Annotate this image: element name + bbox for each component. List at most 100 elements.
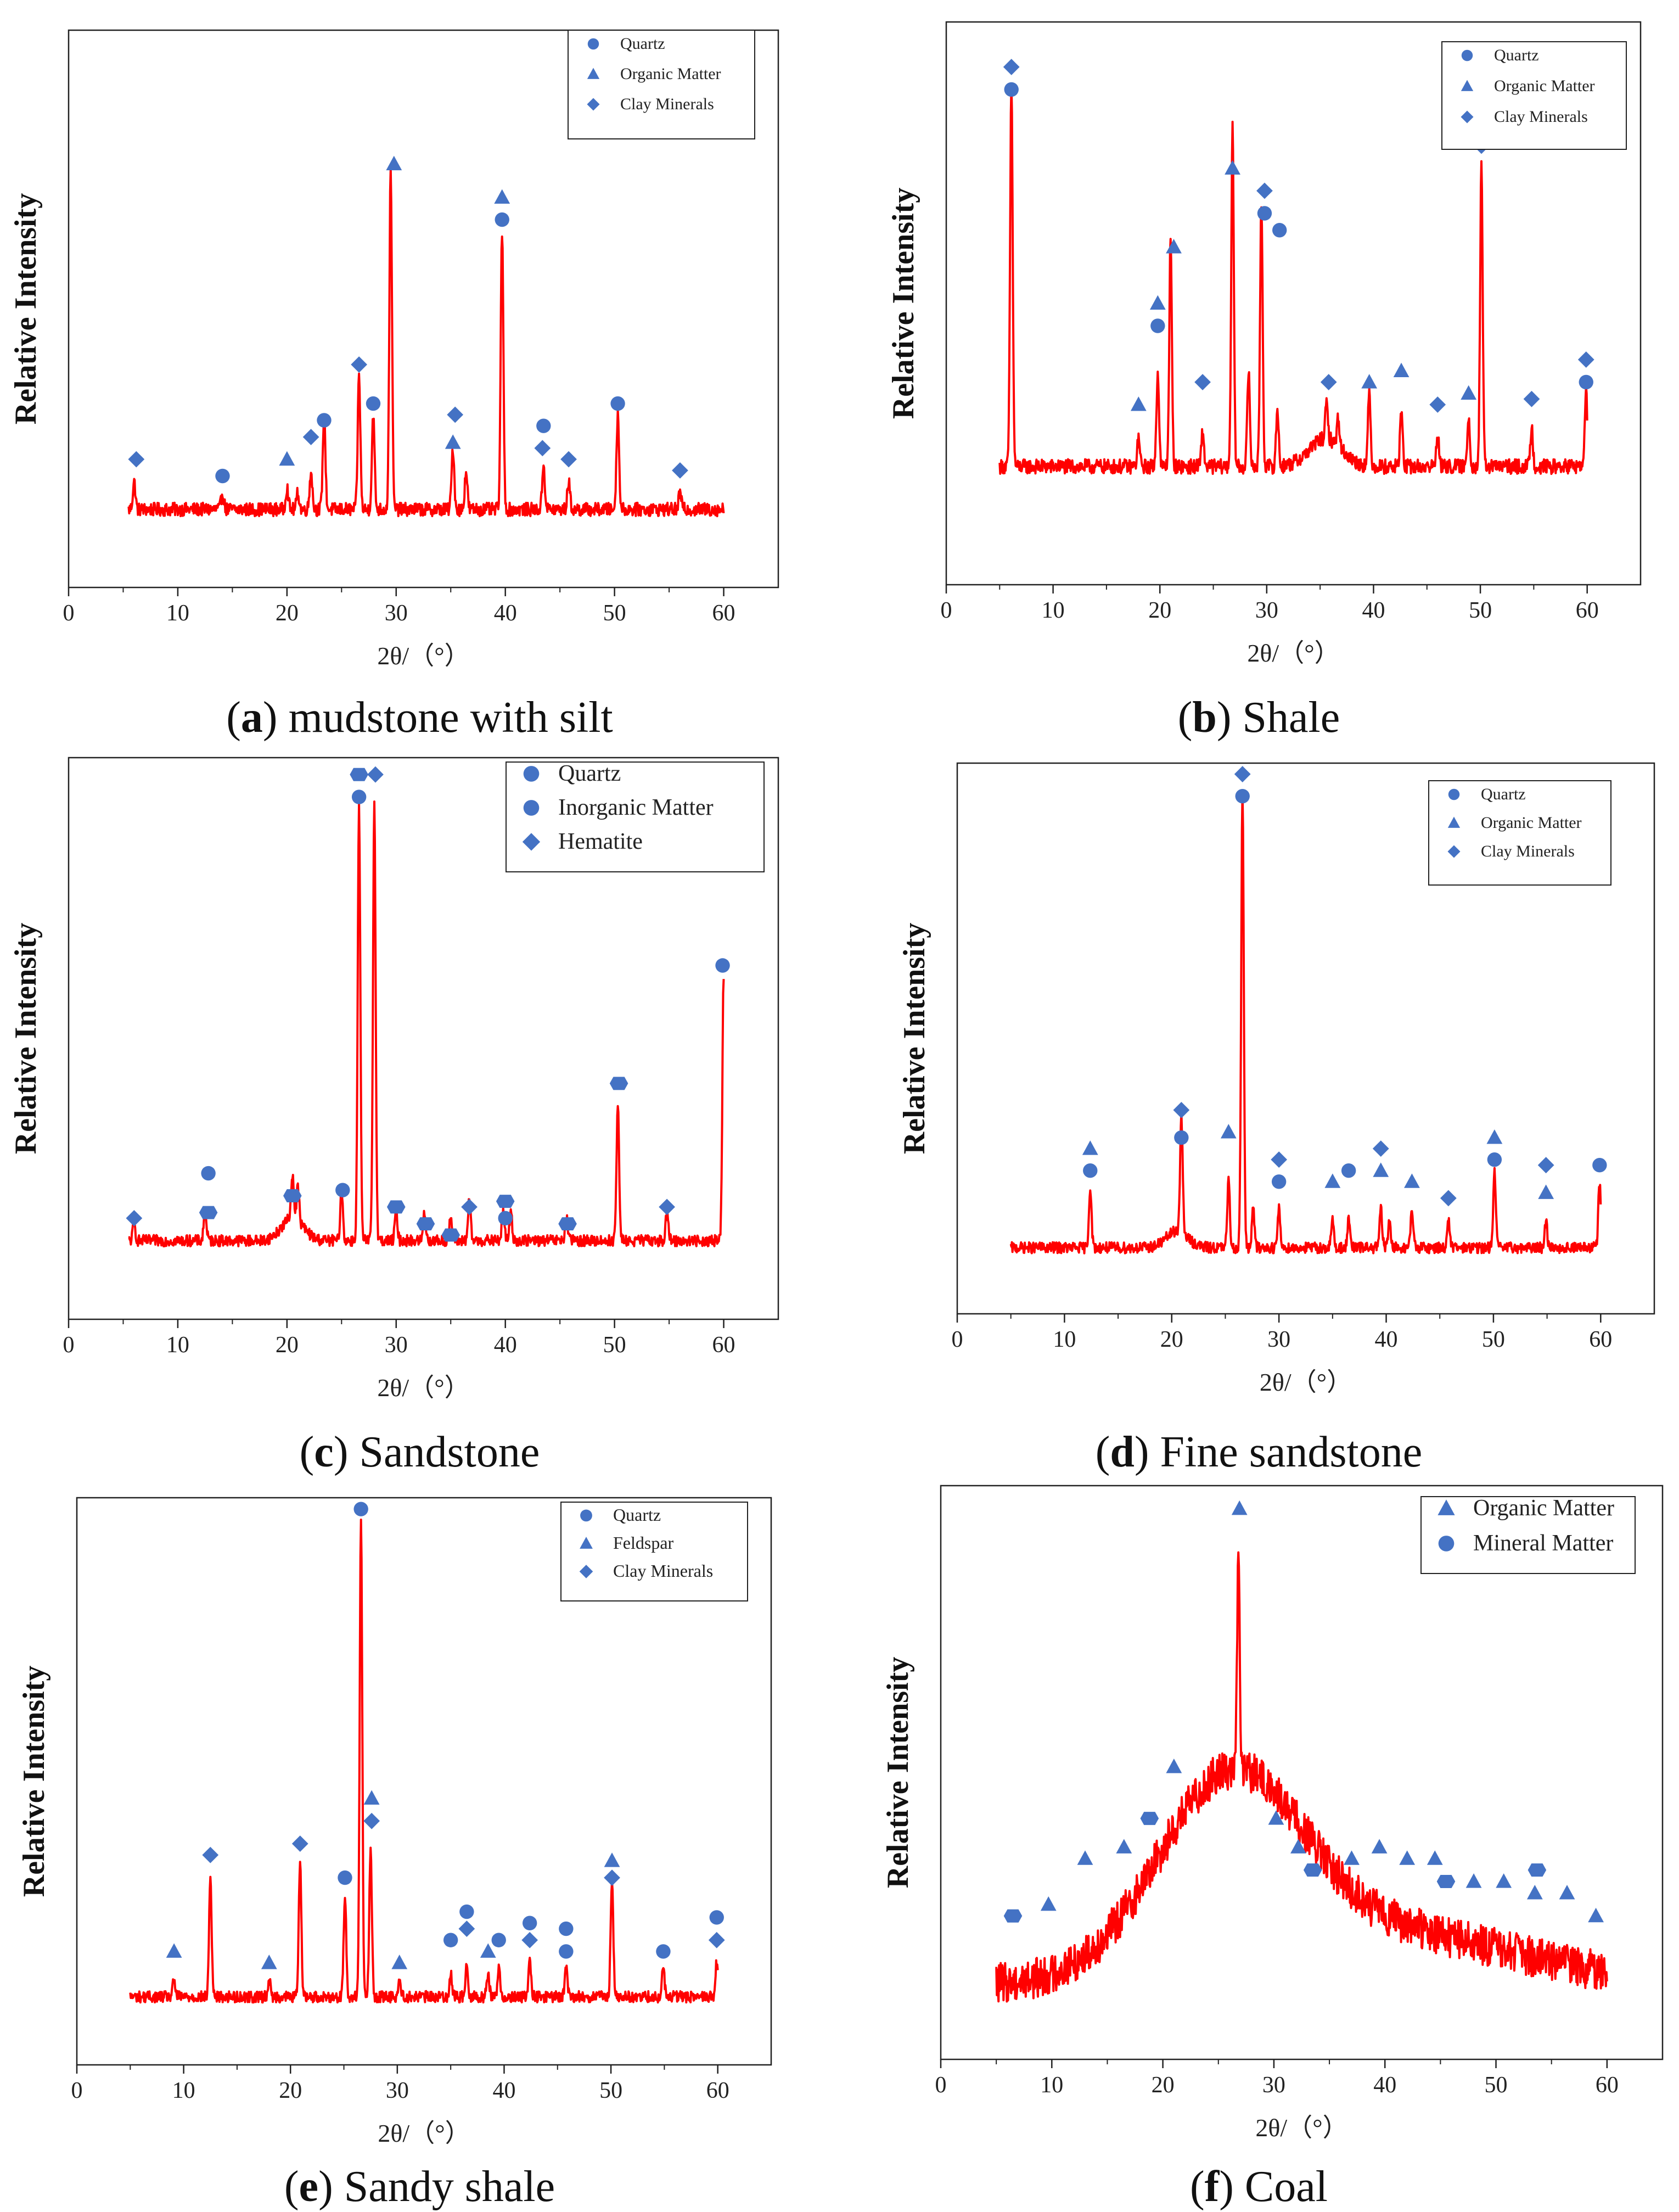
peak-marker-diamond	[708, 1931, 725, 1948]
peak-marker-diamond	[672, 462, 688, 479]
peak-marker-circle	[491, 1933, 506, 1947]
peak-marker-diamond	[128, 451, 145, 468]
peak-marker-triangle	[1268, 1810, 1284, 1825]
legend-label: Feldspar	[613, 1533, 674, 1553]
peak-marker-circle	[366, 396, 381, 411]
x-tick-label: 60	[712, 1332, 735, 1358]
peak-marker-triangle	[1361, 374, 1378, 389]
peak-marker-hexagon	[1303, 1863, 1322, 1877]
peak-marker-triangle	[1220, 1124, 1237, 1139]
peak-marker-triangle	[1526, 1885, 1543, 1900]
x-tick-label: 0	[63, 601, 75, 626]
legend-marker-circle	[1438, 1536, 1455, 1552]
peak-marker-diamond	[1173, 1102, 1190, 1118]
peak-marker-triangle	[1290, 1839, 1306, 1853]
legend-marker-diamond	[587, 98, 600, 111]
x-tick-label: 0	[71, 2078, 83, 2103]
x-tick-label: 30	[385, 1332, 408, 1358]
peak-marker-triangle	[279, 451, 295, 466]
peak-marker-diamond	[1523, 390, 1540, 407]
legend-marker-circle	[523, 800, 540, 816]
panel-e: 0 10 20 30 40 50 60 2θ/（°） Relative Intensity Qua…	[0, 1469, 839, 2211]
peak-marker-diamond	[302, 429, 319, 445]
legend-label: Clay Minerals	[1494, 108, 1588, 126]
caption-d: (d) Fine sandstone	[1095, 1428, 1423, 1476]
x-tick-label: 40	[494, 601, 517, 626]
x-tick-label: 50	[1482, 1327, 1505, 1352]
legend-label: Quartz	[1481, 785, 1526, 803]
x-tick-label: 20	[1152, 2073, 1175, 2098]
peak-marker-circle	[338, 1870, 352, 1885]
legend-label: Quartz	[558, 761, 621, 786]
legend-label: Organic Matter	[620, 65, 721, 83]
peak-marker-triangle	[1538, 1184, 1554, 1199]
peak-marker-circle	[495, 212, 509, 227]
legend-label: Clay Minerals	[620, 95, 714, 113]
panel-a: 0 10 20 30 40 50 60 2θ/（°） Relative Intensity Qua…	[0, 0, 839, 742]
legend-marker-circle	[1461, 49, 1473, 61]
peak-marker-circle	[201, 1166, 216, 1181]
peak-marker-diamond	[458, 1920, 475, 1937]
peak-marker-triangle	[1166, 1759, 1182, 1773]
peak-marker-circle	[215, 468, 230, 484]
peak-marker-triangle	[1465, 1873, 1482, 1888]
x-tick-label: 30	[385, 601, 408, 626]
peak-marker-diamond	[534, 440, 551, 457]
peak-marker-circle	[559, 1944, 574, 1959]
peak-marker-hexagon	[283, 1189, 302, 1202]
caption-c: (c) Sandstone	[299, 1428, 540, 1476]
peak-marker-triangle	[1116, 1839, 1132, 1853]
x-tick-label: 0	[941, 598, 952, 623]
x-tick-label: 10	[166, 601, 189, 626]
peak-marker-circle	[1235, 788, 1250, 804]
peak-marker-diamond	[351, 356, 368, 373]
xrd-trace	[127, 167, 725, 518]
y-axis-label: Relative Intensity	[17, 1666, 51, 1897]
peak-marker-diamond	[1440, 1190, 1457, 1207]
xrd-trace	[129, 1519, 719, 2004]
peak-marker-diamond	[1003, 59, 1020, 75]
peak-marker-triangle	[1324, 1173, 1341, 1188]
peak-marker-hexagon	[1140, 1812, 1159, 1825]
peak-marker-circle	[1341, 1163, 1356, 1178]
peak-marker-circle	[317, 413, 332, 428]
x-tick-label: 20	[1160, 1327, 1183, 1352]
peak-marker-triangle	[1427, 1850, 1443, 1865]
legend-marker-circle	[523, 766, 540, 782]
peak-marker-triangle	[1496, 1873, 1512, 1888]
legend-label: Clay Minerals	[1481, 842, 1575, 860]
peak-marker-triangle	[1344, 1850, 1360, 1865]
peak-marker-hexagon	[496, 1195, 515, 1208]
peak-marker-circle	[1487, 1152, 1502, 1167]
x-tick-label: 40	[1375, 1327, 1398, 1352]
peak-marker-diamond	[1577, 351, 1594, 368]
peak-marker-hexagon	[1436, 1875, 1456, 1889]
peak-marker-circle	[1257, 206, 1272, 221]
caption-f: (f) Coal	[1189, 2163, 1328, 2211]
x-tick-label: 60	[706, 2078, 729, 2103]
peak-marker-triangle	[1225, 160, 1240, 175]
peak-marker-triangle	[480, 1943, 496, 1958]
chart-e: 0 10 20 30 40 50 60 2θ/（°） Relative Intensity Qua…	[17, 1497, 772, 2147]
peak-marker-hexagon	[1528, 1863, 1547, 1877]
legend-box	[560, 1502, 748, 1601]
x-tick-label: 30	[1267, 1327, 1290, 1352]
plot-frame	[940, 1485, 1664, 2060]
legend-label: Quartz	[1494, 46, 1539, 64]
x-tick-label: 50	[603, 601, 626, 626]
legend-marker-triangle	[580, 1537, 593, 1549]
x-tick-label: 60	[1576, 598, 1599, 623]
x-tick-label: 0	[935, 2073, 947, 2098]
chart-c: 0 10 20 30 40 50 60 2θ/（°） Relative Intensity Qua…	[9, 757, 779, 1402]
x-tick-label: 20	[1148, 598, 1171, 623]
panel-c: 0 10 20 30 40 50 60 2θ/（°） Relative Intensity Qua…	[0, 735, 839, 1476]
peak-marker-diamond	[126, 1209, 143, 1227]
peak-marker-triangle	[1486, 1129, 1503, 1144]
legend-marker-triangle	[1461, 80, 1474, 91]
peak-marker-diamond	[461, 1199, 478, 1216]
x-axis-label: 2θ/（°）	[377, 1374, 469, 1402]
x-tick-label: 20	[276, 601, 299, 626]
x-tick-label: 60	[1596, 2073, 1619, 2098]
peak-marker-circle	[610, 396, 625, 411]
peak-marker-triangle	[1393, 362, 1410, 378]
